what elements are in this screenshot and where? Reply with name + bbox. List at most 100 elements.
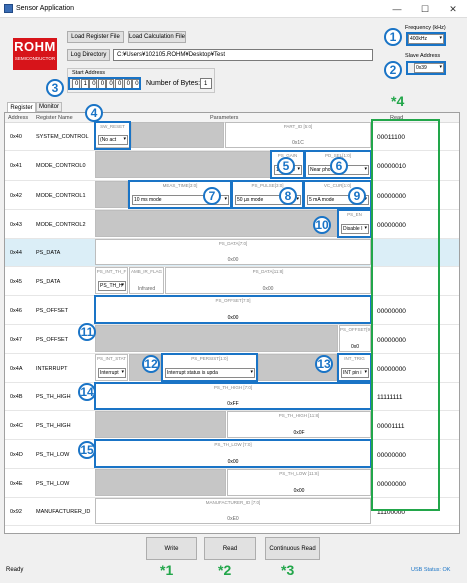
minimize-button[interactable]: — <box>392 4 402 14</box>
field-value[interactable]: 0x00 <box>293 488 305 494</box>
start-address-bit[interactable]: 0 <box>89 79 98 89</box>
tab-register[interactable]: Register <box>7 102 36 112</box>
table-row: 0x46 PS_OFFSET 00000000 <box>5 296 459 325</box>
read-value: 11111111 <box>377 394 403 401</box>
field-title: VC_CUR[1:0] <box>323 183 352 188</box>
ps-th-low-low-input[interactable]: PS_TH_LOW [7:0] 0x00 <box>95 440 371 467</box>
callout-5: 5 <box>277 157 295 175</box>
write-button[interactable]: Write <box>146 537 197 560</box>
number-of-bytes-input[interactable]: 1 <box>200 78 212 89</box>
load-calculation-file-button[interactable]: Load Calculation File <box>128 31 186 43</box>
start-address-bit[interactable]: 0 <box>132 79 141 89</box>
ps-th-low-high-input[interactable]: PS_TH_LOW [11:8] 0x00 <box>227 469 371 496</box>
chevron-down-icon: ▾ <box>224 196 227 202</box>
ps-offset-low-input[interactable]: PS_OFFSET[7:0] 0x00 <box>95 296 371 323</box>
start-address-bit[interactable]: 0 <box>115 79 123 89</box>
ps-en-field[interactable]: PS_EN Disable I ▾ <box>338 210 371 237</box>
register-name: PS_TH_HIGH <box>36 394 71 400</box>
callout-14: 14 <box>78 383 96 401</box>
field-value[interactable]: 0x00 <box>227 459 239 465</box>
close-button[interactable]: ✕ <box>449 4 457 14</box>
field-dropdown[interactable]: 50 µs mode ▾ <box>235 195 301 205</box>
usb-status: USB Status: OK <box>411 567 451 573</box>
field-dropdown[interactable]: 10 ms mode ▾ <box>132 195 229 205</box>
app-icon <box>4 4 13 13</box>
field-value[interactable]: 0xFF <box>227 401 239 407</box>
status-text: Ready <box>6 567 24 573</box>
register-name: PS_DATA <box>36 279 61 285</box>
register-name: PS_TH_HIGH <box>36 423 71 429</box>
callout-3: 3 <box>46 79 64 97</box>
register-address: 0x42 <box>10 193 22 199</box>
slave-address-label: Slave Address <box>405 53 441 59</box>
chevron-down-icon: ▾ <box>121 282 124 288</box>
read-value: 00000000 <box>377 222 406 229</box>
frequency-select[interactable]: 400kHz ▾ <box>408 34 444 44</box>
reserved-cell <box>95 411 226 438</box>
field-title: AMB_IR_FLAG <box>130 269 162 274</box>
log-directory-button[interactable]: Log Directory <box>67 49 110 61</box>
register-address: 0x46 <box>10 308 22 314</box>
header-address: Address <box>8 115 29 121</box>
ps-offset-high-input[interactable]: PS_OFFSET[9:8] 0x0 <box>339 325 371 352</box>
field-dropdown[interactable]: (No act ▾ <box>98 135 128 145</box>
ps-int-stat-field[interactable]: PS_INT_STAT Interrupt ▾ <box>95 354 128 381</box>
field-value[interactable]: 0x0F <box>293 430 305 436</box>
chevron-down-icon: ▾ <box>364 225 367 231</box>
callout-15: 15 <box>78 441 96 459</box>
field-dropdown[interactable]: Disable I ▾ <box>341 224 369 234</box>
field-title: PART_ID [5:0] <box>283 124 313 129</box>
callout-1: 1 <box>384 28 402 46</box>
start-address-bit[interactable]: 0 <box>106 79 115 89</box>
table-row: 0x42 MODE_CONTROL1 00000000 <box>5 181 459 210</box>
start-address-bit[interactable]: 1 <box>80 79 89 89</box>
register-address: 0x47 <box>10 337 22 343</box>
continuous-read-button[interactable]: Continuous Read <box>265 537 320 560</box>
ps-int-th-field[interactable]: PS_INT_TH_F PS_TH_H ▾ <box>95 267 128 294</box>
read-value: 00000000 <box>377 366 406 373</box>
read-button[interactable]: Read <box>204 537 256 560</box>
ps-th-high-low-input[interactable]: PS_TH_HIGH [7:0] 0xFF <box>95 383 371 409</box>
field-dropdown[interactable]: Interrupt status is upda ▾ <box>165 368 255 378</box>
field-dropdown[interactable]: Interrupt ▾ <box>98 368 126 378</box>
register-address: 0x44 <box>10 250 22 256</box>
ps-th-high-high-input[interactable]: PS_TH_HIGH [11:8] 0x0F <box>227 411 371 438</box>
part-id-field: PART_ID [5:0] 0x1C <box>225 122 371 148</box>
field-dropdown[interactable]: PS_TH_H ▾ <box>98 281 126 291</box>
manufacturer-id-field: MANUFACTURER_ID [7:0] 0xE0 <box>95 498 371 524</box>
field-value: 0x1C <box>292 140 304 146</box>
callout-10: 10 <box>313 216 331 234</box>
int-trig-field[interactable]: INT_TRIG INT pin i ▾ <box>338 354 371 381</box>
register-name: MODE_CONTROL0 <box>36 163 86 169</box>
window-title: Sensor Application <box>16 5 74 12</box>
log-path-field[interactable]: C:¥Users¥102105.ROHM¥Desktop¥Test <box>113 49 373 61</box>
start-address-bit[interactable]: 0 <box>123 79 132 89</box>
chevron-down-icon: ▾ <box>121 369 124 375</box>
read-value: 00000000 <box>377 452 406 459</box>
field-dropdown[interactable]: INT pin i ▾ <box>341 368 369 378</box>
table-row: 0x4D PS_TH_LOW 00000000 <box>5 440 459 469</box>
field-value[interactable]: 0x00 <box>227 315 239 321</box>
start-address-bit[interactable]: 0 <box>72 79 80 89</box>
field-dropdown[interactable]: 5 mA mode ▾ <box>307 195 369 205</box>
field-title: PS_TH_HIGH [11:8] <box>278 413 320 418</box>
field-title: PS_TH_LOW [11:8] <box>279 471 319 476</box>
chevron-down-icon: ▾ <box>297 166 300 172</box>
table-row: 0x4E PS_TH_LOW 00000000 <box>5 469 459 498</box>
slave-address-select[interactable]: 0x39 ▾ <box>414 63 444 73</box>
ps-persist-field[interactable]: PS_PERSIST[1:0] Interrupt status is upda ▾ <box>162 354 257 381</box>
field-value[interactable]: 0x0 <box>350 344 360 350</box>
field-value: Infrared <box>137 286 156 292</box>
start-address-bit[interactable]: 0 <box>97 79 106 89</box>
green-mark-2: *2 <box>218 562 232 578</box>
field-title: SW_RESET <box>100 124 125 129</box>
sw-reset-field[interactable]: SW_RESET (No act ▾ <box>95 122 130 148</box>
callout-13: 13 <box>315 355 333 373</box>
table-row: 0x40 SYSTEM_CONTROL 00011100 <box>5 122 459 151</box>
field-title: PS_TH_LOW [7:0] <box>214 442 252 447</box>
title-bar: Sensor Application — ☐ ✕ <box>0 0 467 18</box>
tab-monitor[interactable]: Monitor <box>36 102 62 112</box>
field-title: MANUFACTURER_ID [7:0] <box>205 500 261 505</box>
load-register-file-button[interactable]: Load Register File <box>67 31 124 43</box>
maximize-button[interactable]: ☐ <box>420 4 430 14</box>
